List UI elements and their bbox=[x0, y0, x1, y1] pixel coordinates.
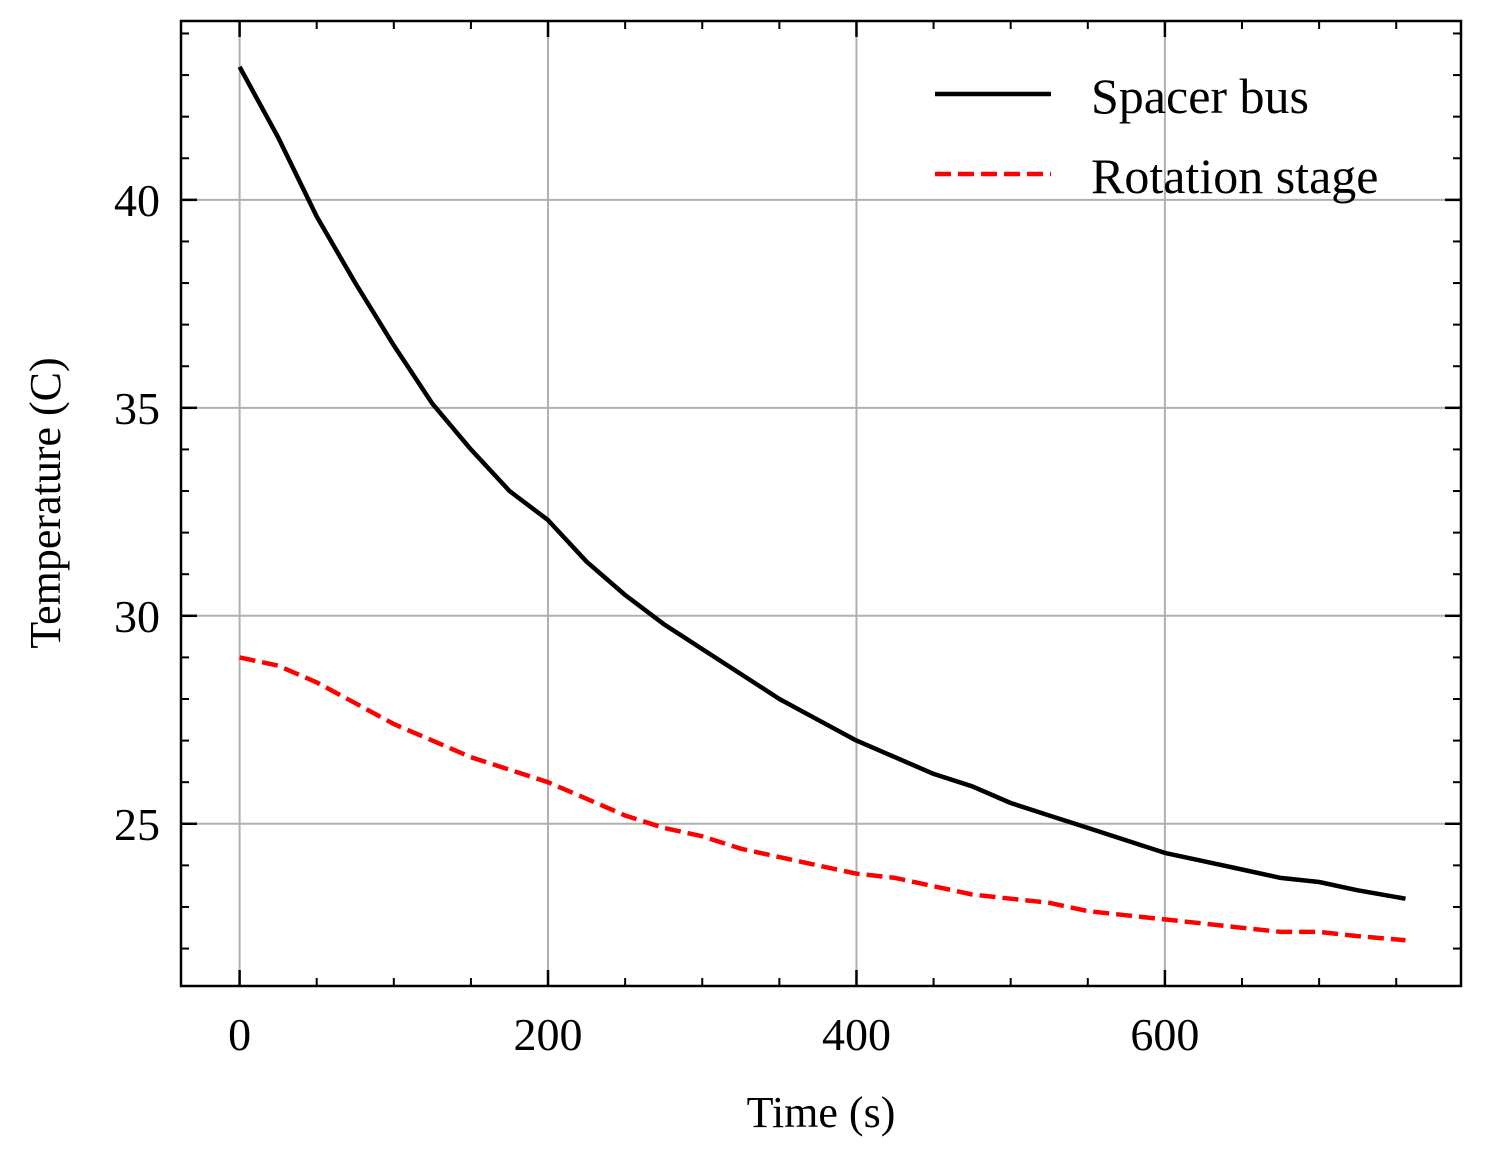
x-tick-label-3: 600 bbox=[1130, 1009, 1199, 1060]
y-axis-label: Temperature (C) bbox=[21, 357, 70, 648]
legend: Spacer bus Rotation stage bbox=[935, 68, 1378, 204]
grid-lines bbox=[181, 21, 1461, 986]
y-tick-label-3: 40 bbox=[114, 175, 160, 226]
legend-label-rotation-stage: Rotation stage bbox=[1091, 148, 1378, 204]
plot-frame bbox=[179, 19, 1463, 988]
y-tick-label-1: 30 bbox=[114, 591, 160, 642]
x-tick-label-0: 0 bbox=[228, 1009, 251, 1060]
x-tick-label-1: 200 bbox=[514, 1009, 583, 1060]
x-axis-label: Time (s) bbox=[747, 1088, 896, 1137]
y-tick-label-2: 35 bbox=[114, 383, 160, 434]
tick-labels: 0 200 400 600 25 30 35 40 bbox=[114, 175, 1199, 1060]
legend-label-spacer-bus: Spacer bus bbox=[1091, 68, 1309, 124]
series-line-spacer-bus bbox=[237, 65, 1406, 901]
series-lines bbox=[237, 65, 1406, 943]
axis-ticks bbox=[181, 21, 1461, 986]
series-line-rotation-stage bbox=[239, 655, 1406, 943]
y-tick-label-0: 25 bbox=[114, 799, 160, 850]
x-tick-label-2: 400 bbox=[822, 1009, 891, 1060]
